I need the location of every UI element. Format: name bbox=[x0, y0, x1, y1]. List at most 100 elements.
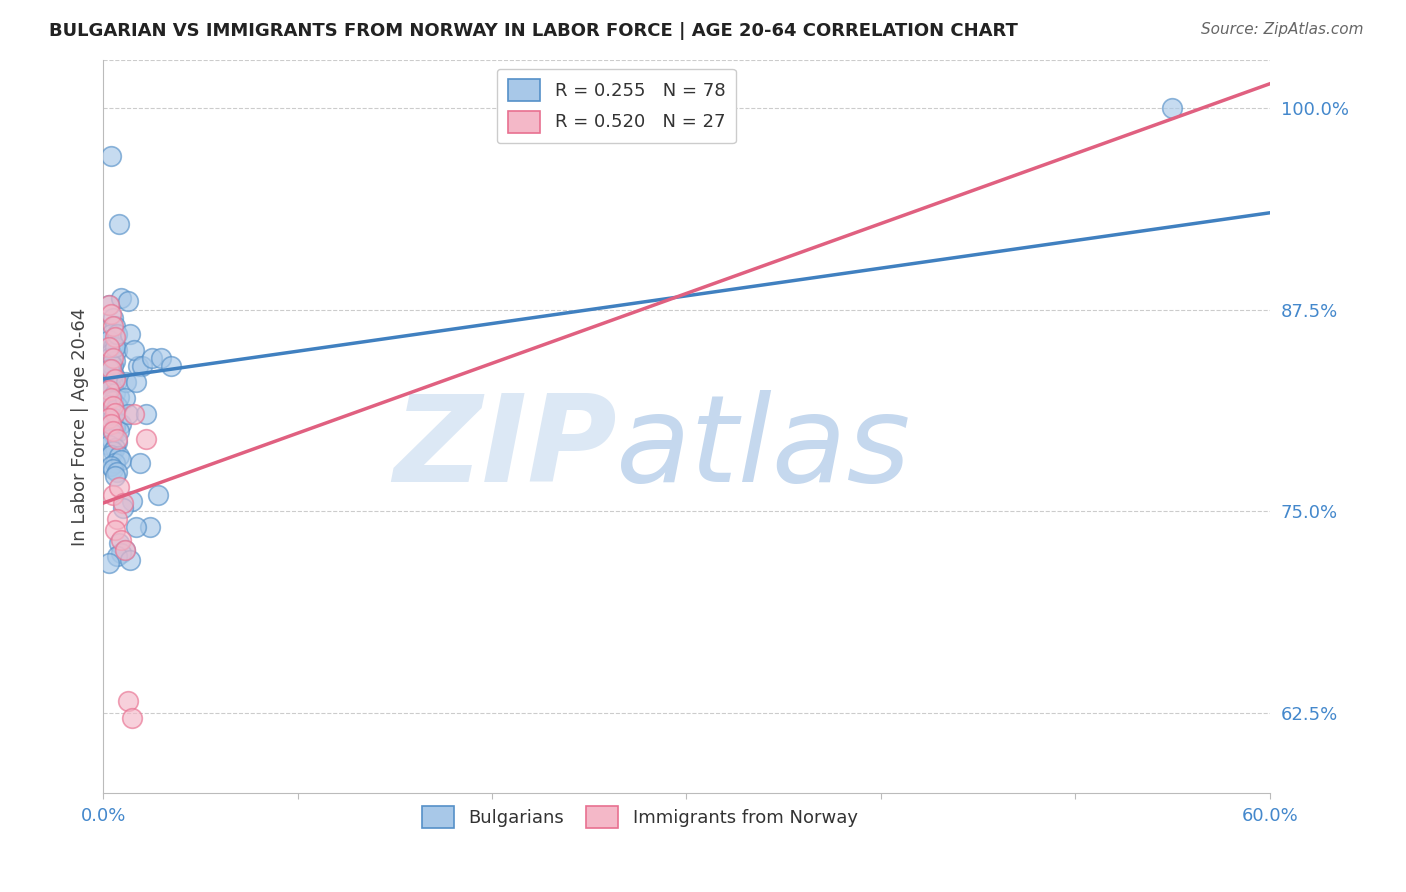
Point bbox=[111, 500, 134, 515]
Point bbox=[110, 546, 132, 560]
Point bbox=[107, 450, 129, 464]
Point bbox=[104, 386, 127, 401]
Point bbox=[107, 390, 129, 404]
Point bbox=[101, 367, 124, 381]
Point bbox=[101, 310, 124, 325]
Point bbox=[97, 383, 120, 397]
Point bbox=[101, 359, 124, 373]
Point bbox=[101, 351, 124, 365]
Point bbox=[104, 420, 127, 434]
Point bbox=[117, 408, 139, 422]
Point bbox=[97, 383, 120, 397]
Text: Source: ZipAtlas.com: Source: ZipAtlas.com bbox=[1201, 22, 1364, 37]
Point bbox=[100, 414, 122, 428]
Point bbox=[100, 358, 122, 372]
Point bbox=[105, 343, 128, 357]
Point bbox=[100, 392, 122, 407]
Point bbox=[105, 400, 128, 414]
Point bbox=[101, 410, 124, 425]
Point bbox=[101, 444, 124, 458]
Point bbox=[97, 556, 120, 570]
Point bbox=[100, 417, 122, 431]
Point bbox=[110, 533, 132, 548]
Point bbox=[97, 410, 120, 425]
Point bbox=[100, 391, 122, 405]
Point bbox=[101, 376, 124, 391]
Point bbox=[105, 466, 128, 480]
Point bbox=[107, 424, 129, 438]
Point bbox=[104, 370, 127, 384]
Point bbox=[114, 391, 136, 405]
Point bbox=[104, 468, 127, 483]
Point bbox=[146, 488, 169, 502]
Point bbox=[105, 512, 128, 526]
Point bbox=[97, 398, 120, 412]
Point bbox=[97, 333, 120, 347]
Point bbox=[105, 432, 128, 446]
Point bbox=[105, 326, 128, 341]
Point bbox=[97, 340, 120, 354]
Y-axis label: In Labor Force | Age 20-64: In Labor Force | Age 20-64 bbox=[72, 308, 89, 546]
Point bbox=[104, 442, 127, 456]
Text: atlas: atlas bbox=[616, 390, 912, 507]
Point bbox=[122, 343, 145, 357]
Point bbox=[97, 298, 120, 312]
Point bbox=[160, 359, 183, 373]
Point bbox=[117, 294, 139, 309]
Point bbox=[125, 375, 148, 389]
Point bbox=[100, 448, 122, 462]
Legend: Bulgarians, Immigrants from Norway: Bulgarians, Immigrants from Norway bbox=[415, 799, 865, 836]
Point bbox=[150, 351, 173, 365]
Point bbox=[107, 536, 129, 550]
Point bbox=[101, 394, 124, 409]
Point bbox=[100, 432, 122, 446]
Point bbox=[105, 434, 128, 449]
Point bbox=[101, 488, 124, 502]
Point bbox=[104, 372, 127, 386]
Point bbox=[97, 351, 120, 365]
Point bbox=[114, 542, 136, 557]
Point bbox=[100, 458, 122, 473]
Point bbox=[100, 380, 122, 394]
Point bbox=[107, 217, 129, 231]
Point bbox=[100, 362, 122, 376]
Point bbox=[101, 340, 124, 354]
Point bbox=[101, 426, 124, 441]
Point bbox=[121, 494, 143, 508]
Point bbox=[104, 402, 127, 417]
Point bbox=[120, 326, 142, 341]
Point bbox=[97, 298, 120, 312]
Point bbox=[107, 480, 129, 494]
Point bbox=[100, 346, 122, 360]
Point bbox=[114, 542, 136, 557]
Point bbox=[117, 694, 139, 708]
Point bbox=[97, 362, 120, 376]
Point bbox=[104, 354, 127, 368]
Point bbox=[110, 291, 132, 305]
Text: ZIP: ZIP bbox=[392, 390, 616, 507]
Point bbox=[100, 307, 122, 321]
Point bbox=[141, 351, 163, 365]
Point bbox=[127, 359, 149, 373]
Point bbox=[101, 318, 124, 333]
Point bbox=[104, 406, 127, 420]
Point bbox=[105, 549, 128, 564]
Point bbox=[97, 438, 120, 452]
Point bbox=[100, 364, 122, 378]
Point bbox=[135, 408, 157, 422]
Point bbox=[131, 359, 153, 373]
Point bbox=[125, 520, 148, 534]
Point bbox=[110, 452, 132, 467]
Point bbox=[100, 326, 122, 341]
Point bbox=[139, 520, 162, 534]
Point bbox=[135, 432, 157, 446]
Point bbox=[100, 149, 122, 163]
Point bbox=[110, 417, 132, 431]
Point bbox=[120, 552, 142, 566]
Point bbox=[101, 400, 124, 414]
Point bbox=[105, 374, 128, 388]
Point bbox=[104, 456, 127, 470]
Point bbox=[101, 462, 124, 476]
Point bbox=[104, 340, 127, 354]
Point bbox=[122, 408, 145, 422]
